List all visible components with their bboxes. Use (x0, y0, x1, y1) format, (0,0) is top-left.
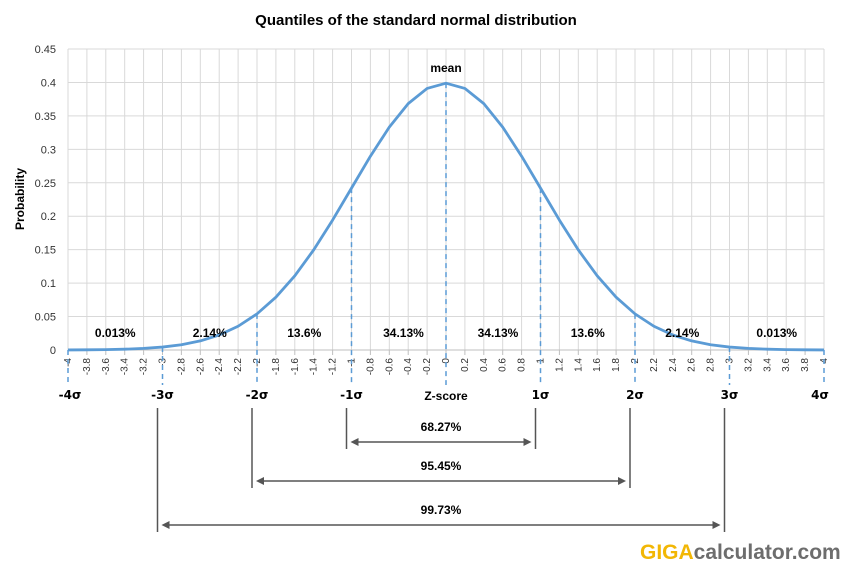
sigma-label: 1σ (532, 388, 550, 402)
region-percent-label: 2.14% (665, 326, 699, 340)
x-tick-label: -3.8 (82, 358, 93, 376)
x-tick-label: -3 (158, 358, 169, 367)
range-label: 68.27% (421, 420, 462, 434)
x-tick-label: -3.4 (120, 358, 131, 376)
x-axis-label: Z-score (424, 389, 468, 403)
sigma-label: -2σ (246, 388, 269, 402)
x-tick-label: 2.2 (649, 358, 660, 372)
x-tick-label: 1.4 (573, 358, 584, 372)
x-tick-label: 1.8 (611, 358, 622, 372)
x-tick-label: -0.4 (403, 358, 414, 376)
x-tick-label: 1.2 (554, 358, 565, 372)
y-axis-label: Probability (13, 168, 27, 230)
x-tick-label: -2.4 (214, 358, 225, 376)
x-tick-label: -0.6 (384, 358, 395, 376)
region-percent-labels: 0.013% 2.14% 13.6% 34.13% 34.13% 13.6% 2.14% 0.… (95, 326, 798, 340)
range-arrowhead-left (256, 477, 264, 485)
x-tick-label: -3.6 (101, 358, 112, 376)
y-tick-label: 0.25 (35, 178, 56, 190)
range-arrowhead-right (618, 477, 626, 485)
region-percent-label: 34.13% (383, 326, 424, 340)
y-tick-label: 0.15 (35, 245, 56, 257)
x-tick-label: 1.6 (592, 358, 603, 372)
y-tick-label: 0.45 (35, 44, 56, 56)
range-label: 99.73% (421, 503, 462, 517)
region-percent-label: 0.013% (756, 326, 797, 340)
sigma-label: 4σ (811, 388, 829, 402)
sigma-labels: -4σ -3σ -2σ -1σ 1σ 2σ 3σ 4σ (59, 388, 829, 402)
region-percent-label: 2.14% (193, 326, 227, 340)
range-arrowhead-right (712, 521, 721, 529)
sigma-label: -4σ (59, 388, 82, 402)
series-line (67, 81, 825, 352)
x-tick-label: 2.6 (687, 358, 698, 372)
x-tick-label: 0.6 (498, 358, 509, 372)
x-tick-label: -3.2 (139, 358, 150, 376)
x-tick-label: 0.2 (460, 358, 471, 372)
mean-label: mean (430, 61, 461, 75)
chart-title: Quantiles of the standard normal distrib… (255, 12, 577, 29)
range-label: 95.45% (421, 459, 462, 473)
sigma-dashed-lines (67, 83, 825, 385)
region-percent-label: 0.013% (95, 326, 136, 340)
y-tick-label: 0.4 (41, 77, 56, 89)
y-tick-label: 0.2 (41, 211, 56, 223)
region-percent-label: 13.6% (571, 326, 605, 340)
logo-part-calculator: calculator.com (694, 541, 841, 564)
logo: GIGAcalculator.com (640, 541, 841, 564)
x-tick-label: 0.4 (479, 358, 490, 372)
sigma-label: -1σ (340, 388, 363, 402)
y-tick-label: 0 (50, 345, 56, 357)
logo-part-giga: GIGA (640, 541, 694, 564)
sigma-label: 3σ (721, 388, 739, 402)
x-tick-label: -0.2 (422, 358, 433, 376)
x-tick-label: 3.4 (762, 358, 773, 372)
y-tick-labels: 0 0.05 0.1 0.15 0.2 0.25 0.3 0.35 0.4 0.45 (35, 44, 56, 357)
y-tick-label: 0.1 (41, 278, 56, 290)
x-tick-label: 2.4 (668, 358, 679, 372)
x-tick-label: 2.8 (706, 358, 717, 372)
y-tick-label: 0.05 (35, 312, 56, 324)
y-tick-label: 0.3 (41, 144, 56, 156)
x-tick-label: 3.2 (743, 358, 754, 372)
x-tick-label: -0.8 (365, 358, 376, 376)
x-tick-label: -2.6 (195, 358, 206, 376)
region-percent-label: 13.6% (287, 326, 321, 340)
range-arrowhead-left (161, 521, 170, 529)
range-arrowhead-right (523, 438, 532, 446)
range-arrowhead-left (350, 438, 359, 446)
x-tick-label: -1.4 (309, 358, 320, 376)
x-tick-label: -2.8 (176, 358, 187, 376)
x-tick-label: -1.2 (328, 358, 339, 376)
y-tick-label: 0.35 (35, 111, 56, 123)
sigma-label: -3σ (151, 388, 174, 402)
x-tick-label: -1.8 (271, 358, 282, 376)
x-tick-label: -2.2 (233, 358, 244, 376)
x-tick-label: 0 (441, 358, 452, 364)
x-tick-label: 3.6 (781, 358, 792, 372)
x-tick-label: -1.6 (290, 358, 301, 376)
sigma-label: 2σ (626, 388, 644, 402)
range-brackets: 68.27% 95.45% 99.73% (156, 408, 726, 532)
x-tick-label: 0.8 (517, 358, 528, 372)
x-tick-label: 3.8 (800, 358, 811, 372)
x-tick-labels: -4-3.8-3.6-3.4-3.2-3-2.8-2.6-2.4-2.2-2-1… (63, 358, 830, 376)
region-percent-label: 34.13% (478, 326, 519, 340)
